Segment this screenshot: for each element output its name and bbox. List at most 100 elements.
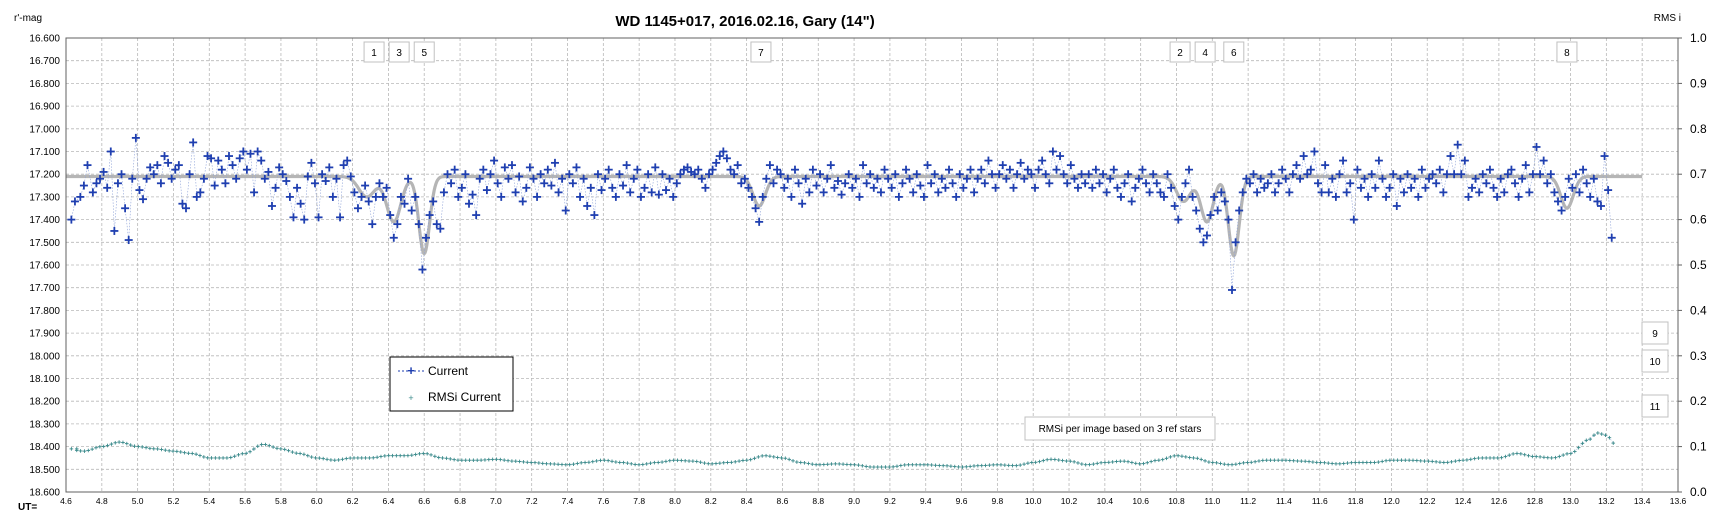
current-data-point xyxy=(357,192,366,201)
y-tick-label-left: 17.600 xyxy=(29,261,60,272)
rmsi-data-point xyxy=(1395,458,1400,463)
current-data-point xyxy=(339,161,348,170)
current-data-point xyxy=(486,170,495,179)
rmsi-data-point xyxy=(972,464,976,468)
rmsi-data-point xyxy=(906,462,911,467)
x-tick-label: 10.4 xyxy=(1097,496,1114,506)
current-data-point xyxy=(1593,197,1602,206)
current-data-point xyxy=(1066,161,1075,170)
current-data-point xyxy=(1385,183,1394,192)
rmsi-data-point xyxy=(1087,462,1092,467)
current-data-point xyxy=(859,161,868,170)
rmsi-data-point xyxy=(1495,456,1500,460)
rmsi-data-point xyxy=(298,451,302,456)
current-data-point xyxy=(1224,215,1233,224)
current-data-point xyxy=(1342,188,1351,197)
rmsi-data-point xyxy=(1091,462,1096,466)
rmsi-data-point xyxy=(1014,463,1019,468)
current-data-point xyxy=(400,199,409,208)
current-data-point xyxy=(1589,174,1598,183)
rmsi-data-point xyxy=(1168,455,1173,459)
rmsi-data-point xyxy=(1457,458,1462,463)
current-data-point xyxy=(851,174,860,183)
current-data-point xyxy=(411,192,420,201)
current-data-point xyxy=(235,154,244,163)
current-data-point xyxy=(1468,183,1477,192)
x-tick-label: 11.4 xyxy=(1276,496,1292,506)
current-data-point xyxy=(515,172,524,181)
current-data-point xyxy=(1374,156,1383,165)
current-data-point xyxy=(1339,156,1348,165)
current-data-point xyxy=(694,165,703,174)
rmsi-data-point xyxy=(1033,460,1038,465)
current-data-point xyxy=(1396,174,1405,183)
current-data-point xyxy=(450,165,459,174)
current-data-point xyxy=(139,195,148,204)
current-data-point xyxy=(1188,192,1197,201)
current-data-point xyxy=(414,220,423,229)
rmsi-data-point xyxy=(1549,456,1554,460)
rmsi-data-point xyxy=(895,464,899,469)
rmsi-data-point xyxy=(625,461,630,465)
rmsi-data-point xyxy=(78,449,83,453)
side-label-10: 10 xyxy=(1641,349,1669,373)
current-data-point xyxy=(1070,174,1079,183)
x-tick-label: 13.4 xyxy=(1634,496,1651,506)
rmsi-data-point xyxy=(1149,459,1153,464)
current-data-point xyxy=(1156,188,1165,197)
rmsi-data-point xyxy=(386,453,391,458)
x-tick-label: 8.0 xyxy=(669,496,681,506)
current-data-point xyxy=(884,174,893,183)
rmsi-data-point xyxy=(1580,441,1585,446)
rmsi-data-point xyxy=(883,465,888,469)
rmsi-data-point xyxy=(1029,460,1034,465)
rmsi-data-point xyxy=(587,460,591,465)
current-data-point xyxy=(715,152,724,161)
rmsi-data-point xyxy=(1130,460,1134,465)
rmsi-data-point xyxy=(1318,460,1323,465)
current-data-point xyxy=(117,170,126,179)
current-data-point xyxy=(543,165,552,174)
current-data-point xyxy=(207,154,216,163)
series-rmsi-current xyxy=(69,431,1616,469)
current-data-point xyxy=(1192,206,1201,215)
current-data-point xyxy=(658,170,667,179)
rmsi-data-point xyxy=(1160,457,1165,462)
current-data-point xyxy=(1306,165,1315,174)
current-data-point xyxy=(1568,183,1577,192)
rmsi-data-point xyxy=(841,462,845,466)
current-data-point xyxy=(507,161,516,170)
right-axis-label: RMS i xyxy=(1654,13,1681,24)
current-data-point xyxy=(525,163,534,172)
current-data-point xyxy=(189,138,198,147)
rmsi-data-point xyxy=(356,456,360,460)
rmsi-data-point xyxy=(1284,458,1288,463)
rmsi-data-point xyxy=(718,461,722,465)
legend: + Current + RMSi Current xyxy=(389,356,514,412)
rmsi-data-point xyxy=(1468,457,1473,462)
legend-current-label: Current xyxy=(428,364,469,378)
current-data-point xyxy=(547,181,556,190)
current-data-point xyxy=(518,197,527,206)
y-tick-label-left: 18.100 xyxy=(29,374,60,385)
rmsi-data-point xyxy=(1114,459,1119,464)
current-data-point xyxy=(364,197,373,206)
current-data-point xyxy=(529,174,538,183)
current-data-point xyxy=(1134,174,1143,183)
dip-label-text: 7 xyxy=(758,48,764,59)
current-data-point xyxy=(1414,192,1423,201)
rmsi-data-point xyxy=(175,449,179,454)
current-data-point xyxy=(393,220,402,229)
rmsi-data-point xyxy=(1611,441,1616,445)
current-data-point xyxy=(182,204,191,213)
rmsi-data-point xyxy=(660,460,664,464)
y-tick-label-left: 17.400 xyxy=(29,215,60,226)
rmsi-data-point xyxy=(860,463,865,468)
rmsi-data-point xyxy=(1499,455,1504,460)
right-y-ticks: 1.0 0.9 0.8 0.7 0.6 0.5 0.4 0.3 0.2 0.1 0.0 xyxy=(1678,31,1707,499)
current-data-point xyxy=(1202,231,1211,240)
rmsi-data-point xyxy=(359,456,364,460)
current-data-point xyxy=(1428,170,1437,179)
rmsi-data-point xyxy=(1561,453,1565,457)
rmsi-data-point xyxy=(664,459,668,464)
